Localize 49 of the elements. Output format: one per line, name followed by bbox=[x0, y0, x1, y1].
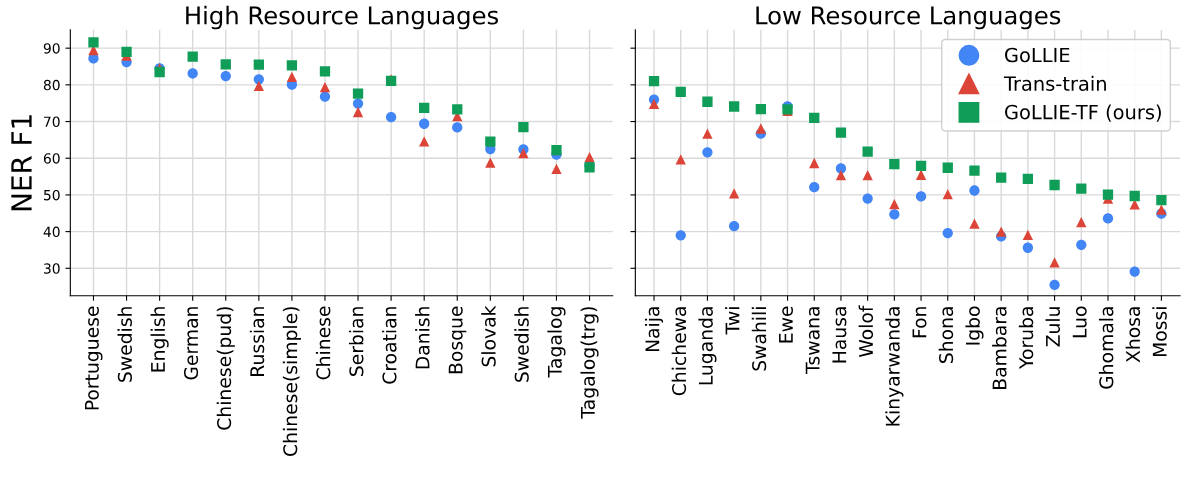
y-tick-label: 50 bbox=[44, 189, 60, 201]
x-tick-label: Igbo bbox=[965, 306, 984, 345]
x-tick-label: Fon bbox=[912, 307, 927, 338]
x-tick-label: Naija bbox=[644, 307, 664, 352]
x-tick-label: Russian bbox=[249, 307, 265, 376]
x-tick-label: German bbox=[183, 307, 199, 380]
x-tick-label: Croatian bbox=[382, 307, 397, 384]
x-tick-label: Ghomala bbox=[1098, 307, 1114, 389]
x-tick-label: Luganda bbox=[698, 307, 717, 385]
y-tick-label: 70 bbox=[44, 116, 60, 128]
y-axis-title: NER F1 bbox=[11, 115, 32, 211]
x-tick-label: Chinese(simple) bbox=[282, 307, 301, 456]
x-tick-label: English bbox=[150, 307, 169, 372]
legend-label: GoLLIE-TF (ours) bbox=[1005, 104, 1161, 122]
y-tick-label: 40 bbox=[43, 226, 60, 238]
x-tick-label: Chinese bbox=[315, 306, 331, 380]
x-tick-label: Danish bbox=[415, 307, 430, 369]
x-tick-label: Kinyarwanda bbox=[885, 307, 904, 426]
y-tick-label: 80 bbox=[43, 79, 60, 91]
x-tick-label: Wolof bbox=[858, 305, 874, 358]
x-tick-label: Xhosa bbox=[1125, 307, 1141, 363]
x-tick-label: Swedish bbox=[117, 307, 132, 382]
x-tick-label: Swahili bbox=[751, 307, 767, 371]
x-tick-label: Twi bbox=[725, 307, 740, 335]
x-tick-label: Swedish bbox=[514, 307, 529, 382]
chart-title: High Resource Languages bbox=[186, 5, 499, 30]
x-tick-label: Bambara bbox=[992, 307, 1007, 389]
chart-title: Low Resource Languages bbox=[756, 6, 1061, 30]
legend-label: Trans-train bbox=[1003, 75, 1106, 91]
x-tick-label: Tagalog bbox=[547, 307, 566, 378]
x-tick-label: Slovak bbox=[481, 305, 496, 367]
x-tick-label: Shona bbox=[938, 307, 954, 363]
x-tick-label: Tagalog(trg) bbox=[580, 307, 599, 419]
x-tick-label: Zulu bbox=[1045, 307, 1061, 347]
x-tick-label: Ewe bbox=[779, 306, 793, 343]
y-tick-label: 60 bbox=[43, 153, 60, 164]
x-tick-label: Mossi bbox=[1152, 307, 1167, 357]
x-tick-label: Chinese(pud) bbox=[216, 307, 235, 430]
x-tick-label: Tswana bbox=[805, 307, 820, 374]
x-tick-label: Bosque bbox=[448, 306, 467, 374]
x-tick-label: Portuguese bbox=[84, 306, 103, 410]
x-tick-label: Chichewa bbox=[671, 307, 687, 396]
x-tick-label: Serbian bbox=[348, 307, 364, 376]
y-tick-label: 30 bbox=[43, 263, 60, 274]
x-tick-label: Hausa bbox=[832, 307, 847, 363]
y-tick-label: 90 bbox=[43, 43, 60, 54]
legend-label: GoLLIE bbox=[1005, 47, 1070, 63]
x-tick-label: Yoruba bbox=[1018, 307, 1034, 369]
x-tick-label: Luo bbox=[1072, 306, 1087, 338]
